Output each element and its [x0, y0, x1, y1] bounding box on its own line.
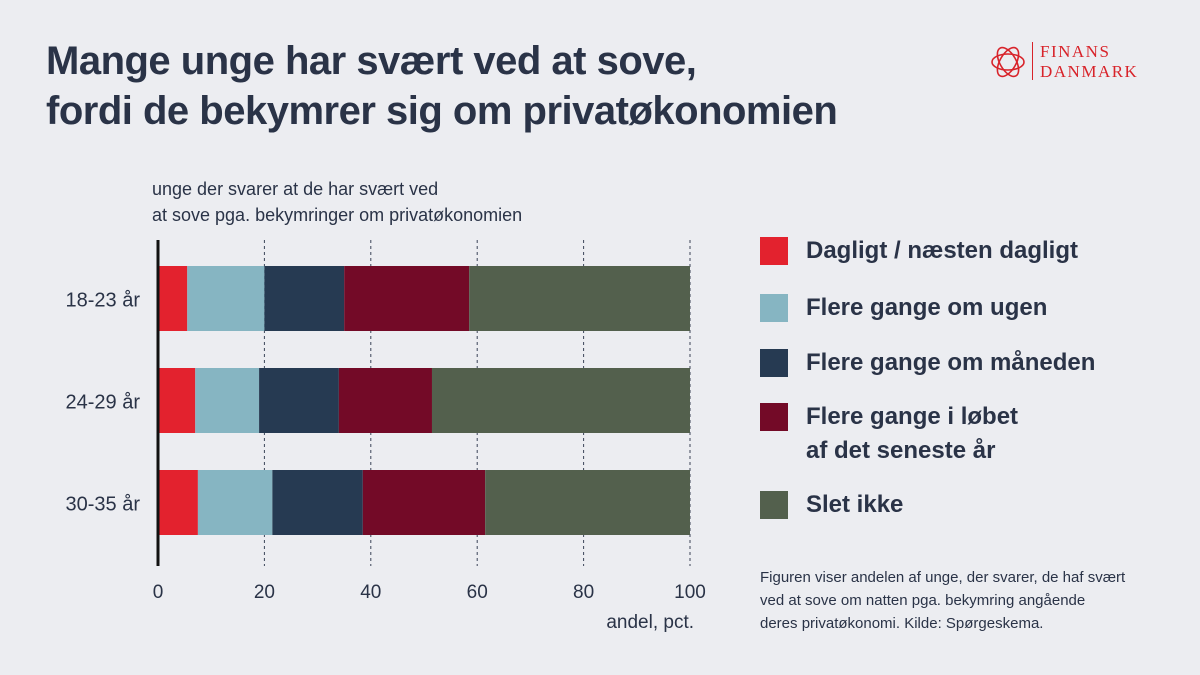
legend-swatch-2 — [760, 294, 788, 322]
logo-text: FINANS DANMARK — [1040, 42, 1138, 82]
legend-label-2: Flere gange om ugen — [806, 294, 1048, 321]
legend-swatch-3 — [760, 349, 788, 377]
chart-subtitle-line2: at sove pga. bekymringer om privatøkonom… — [152, 205, 523, 225]
chart-title: Mange unge har svært ved at sove, fordi … — [46, 36, 986, 136]
bar-2-segment-1 — [158, 368, 196, 433]
legend-swatch-1 — [760, 237, 788, 265]
x-tick-label-0: 0 — [153, 582, 164, 603]
x-axis-label: andel, pct. — [606, 612, 694, 633]
category-label-2: 24-29 år — [66, 392, 141, 414]
bar-1-segment-2 — [187, 266, 265, 331]
legend-item-5: Slet ikke — [760, 488, 903, 522]
bar-3-segment-5 — [485, 470, 690, 535]
legend-item-1: Dagligt / næsten dagligt — [760, 234, 1078, 268]
bar-1-segment-5 — [469, 266, 690, 331]
bar-3-segment-2 — [197, 470, 273, 535]
legend-label-5: Slet ikke — [806, 491, 904, 518]
x-tick-label-80: 80 — [573, 582, 594, 603]
legend-label-1: Dagligt / næsten dagligt — [806, 237, 1079, 264]
legend-item-3: Flere gange om måneden — [760, 346, 1095, 380]
finans-danmark-logo: FINANS DANMARK — [986, 40, 1166, 84]
legend-label-3: Flere gange om måneden — [806, 349, 1096, 376]
legend-item-4: Flere gange i løbet af det seneste år — [760, 400, 1018, 468]
chart-title-line1: Mange unge har svært ved at sove, — [46, 39, 697, 83]
bar-1-segment-3 — [264, 266, 345, 331]
bar-2-segment-3 — [259, 368, 339, 433]
chart-subtitle-line1: unge der svarer at de har svært ved — [152, 179, 439, 199]
bar-2-segment-5 — [431, 368, 690, 433]
legend-swatch-5 — [760, 491, 788, 519]
category-label-1: 18-23 år — [66, 290, 141, 312]
bar-2-segment-2 — [195, 368, 260, 433]
source-note: Figuren viser andelen af unge, der svare… — [760, 566, 1180, 635]
bar-2-segment-4 — [338, 368, 432, 433]
stacked-bar-chart: 18-23 år 24-29 år 30-35 år 0 20 40 60 80 100 ande… — [66, 240, 706, 633]
legend-item-2: Flere gange om ugen — [760, 291, 1047, 325]
bar-1-segment-1 — [158, 266, 188, 331]
legend-swatch-4 — [760, 403, 788, 431]
source-note-line2: ved at sove om natten pga. bekymring ang… — [760, 592, 1086, 609]
source-note-line1: Figuren viser andelen af unge, der svare… — [760, 569, 1126, 586]
x-tick-label-20: 20 — [254, 582, 275, 603]
source-note-line3: deres privatøkonomi. Kilde: Spørgeskema. — [760, 615, 1044, 632]
bar-1-segment-4 — [344, 266, 470, 331]
bar-3-segment-4 — [362, 470, 486, 535]
logo-emblem-icon — [991, 46, 1025, 78]
x-tick-label-40: 40 — [360, 582, 381, 603]
logo-text-line2: DANMARK — [1040, 62, 1139, 81]
bar-3-segment-3 — [272, 470, 363, 535]
chart-subtitle: unge der svarer at de har svært ved at s… — [152, 176, 522, 228]
chart-title-line2: fordi de bekymrer sig om privatøkonomien — [46, 89, 838, 133]
x-tick-label-100: 100 — [674, 582, 706, 603]
bar-3-segment-1 — [158, 470, 198, 535]
legend-label-4: Flere gange i løbet af det seneste år — [806, 403, 1019, 464]
x-tick-label-60: 60 — [467, 582, 488, 603]
logo-separator — [1032, 42, 1033, 80]
logo-text-line1: FINANS — [1040, 42, 1111, 61]
category-label-3: 30-35 år — [66, 494, 141, 516]
